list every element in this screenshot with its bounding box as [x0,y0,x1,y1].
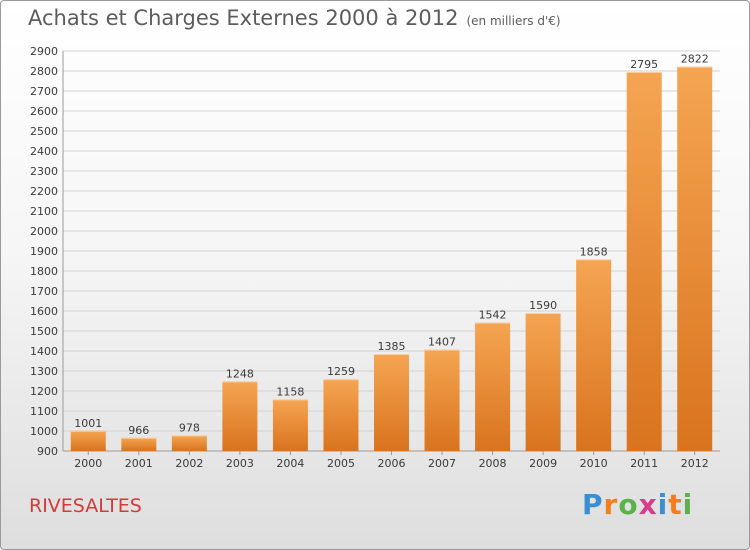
commune-name: RIVESALTES [29,495,142,517]
bar-2006 [374,354,409,451]
y-tick-label: 2800 [30,65,58,78]
y-tick-label: 1400 [30,345,58,358]
value-label-2011: 2795 [630,58,658,71]
chart-title: Achats et Charges Externes 2000 à 2012 (e… [28,6,561,30]
y-tick-label: 2400 [30,145,58,158]
x-tick-labels: 2000 2001 2002 2003 2004 2005 2006 2007 2008 2009… [74,451,709,470]
proxiti-logo[interactable]: Proxiti [582,488,693,521]
logo-letter: r [603,488,619,521]
y-tick-label: 900 [37,445,58,458]
y-tick-label: 1000 [30,425,58,438]
value-label-2003: 1248 [226,367,254,380]
x-tick-label-2000: 2000 [74,457,102,470]
x-tick-label-2010: 2010 [580,457,608,470]
x-tick-label-2007: 2007 [428,457,456,470]
y-tick-label: 1100 [30,405,58,418]
chart-unit: (en milliers d'€) [466,14,561,28]
value-label-2008: 1542 [479,309,507,322]
value-label-2005: 1259 [327,365,355,378]
y-tick-label: 1600 [30,305,58,318]
y-tick-label: 2900 [30,45,58,58]
x-tick-label-2002: 2002 [175,457,203,470]
bar-2000 [70,430,106,451]
x-tick-label-2001: 2001 [125,457,153,470]
bar-2003 [222,381,258,451]
bar-2007 [424,349,460,451]
y-tick-label: 1800 [30,265,58,278]
x-tick-label-2009: 2009 [529,457,557,470]
logo-letter: t [668,488,683,521]
value-label-2007: 1407 [428,336,456,349]
x-tick-label-2012: 2012 [681,457,709,470]
bar-2010 [576,259,612,451]
y-tick-labels: 900 1000 1100 1200 1300 1400 1500 1600 1700 1800 1… [30,45,58,458]
y-tick-label: 1200 [30,385,58,398]
value-label-2002: 978 [179,421,200,434]
y-tick-label: 2600 [30,105,58,118]
y-tick-label: 2500 [30,125,58,138]
bar-2009 [525,313,561,451]
bar-2004 [272,399,308,451]
value-label-2009: 1590 [529,299,557,312]
value-label-2006: 1385 [378,340,406,353]
y-tick-label: 1500 [30,325,58,338]
y-tick-label: 2700 [30,85,58,98]
value-label-2012: 2822 [681,53,709,66]
bar-2008 [475,322,511,451]
chart-title-text: Achats et Charges Externes 2000 à 2012 [28,6,459,30]
bar-2002 [171,435,207,451]
y-tick-label: 2100 [30,205,58,218]
x-tick-label-2011: 2011 [630,457,658,470]
y-tick-label: 1900 [30,245,58,258]
bar-2005 [323,379,359,451]
x-tick-label-2008: 2008 [479,457,507,470]
bar-2011 [626,72,662,451]
x-tick-label-2006: 2006 [378,457,406,470]
bar-2001 [121,437,157,451]
bar-2012 [677,66,713,451]
value-label-2001: 966 [128,424,149,437]
x-tick-label-2004: 2004 [276,457,304,470]
logo-letter: i [682,488,694,521]
bars [70,66,713,451]
y-tick-label: 2200 [30,185,58,198]
logo-letter: x [638,488,658,521]
value-label-2004: 1158 [276,385,304,398]
y-tick-label: 1300 [30,365,58,378]
value-label-2010: 1858 [580,245,608,258]
y-tick-label: 2000 [30,225,58,238]
y-tick-label: 2300 [30,165,58,178]
x-tick-label-2005: 2005 [327,457,355,470]
logo-letter: i [657,488,669,521]
value-label-2000: 1001 [74,417,102,430]
logo-letter: P [582,488,604,521]
y-tick-label: 1700 [30,285,58,298]
x-tick-label-2003: 2003 [226,457,254,470]
value-labels: 1001 966 978 1248 1158 1259 1385 1407 1542 1590 18… [74,53,708,437]
logo-letter: o [618,488,639,521]
